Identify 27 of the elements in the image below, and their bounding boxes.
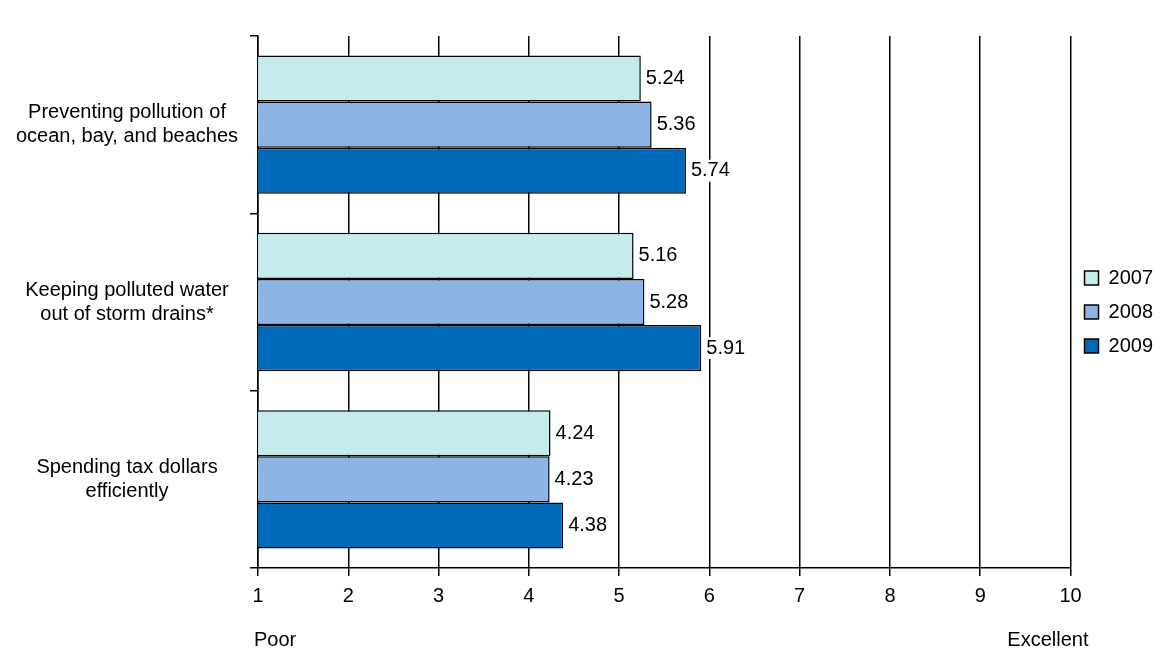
data-label: 4.38: [568, 512, 608, 535]
y-tick-label: Spending tax dollars efficiently: [36, 454, 218, 501]
legend-label: 2009: [1108, 333, 1154, 356]
text: Poor: [254, 627, 297, 650]
x-tick-label: 7: [794, 583, 806, 606]
data-label: 4.24: [555, 420, 595, 443]
x-tick-label: 8: [884, 583, 896, 606]
x-tick-label: 5: [613, 583, 625, 606]
x-tick-label: 9: [974, 583, 986, 606]
x-tick-label: 2: [342, 583, 354, 606]
legend-label: 2008: [1108, 299, 1154, 322]
data-label: 5.74: [690, 158, 730, 181]
data-label: 5.36: [656, 112, 696, 135]
legend-label: 2007: [1108, 265, 1154, 288]
data-label: 5.24: [645, 66, 685, 89]
x-tick-label: 1: [252, 583, 264, 606]
text: Excellent: [1007, 627, 1089, 650]
data-label: 5.28: [649, 289, 689, 312]
x-tick-label: 3: [433, 583, 445, 606]
data-label: 5.16: [638, 243, 678, 266]
x-tick-label: 6: [703, 583, 715, 606]
data-label: 5.91: [706, 335, 746, 358]
x-tick-label: 10: [1059, 583, 1082, 606]
data-label: 4.23: [554, 466, 594, 489]
y-tick-label: Keeping polluted water out of storm drains*: [25, 277, 230, 324]
x-tick-label: 4: [523, 583, 535, 606]
y-tick-label: Preventing pollution of ocean, bay, and beaches: [16, 100, 239, 147]
